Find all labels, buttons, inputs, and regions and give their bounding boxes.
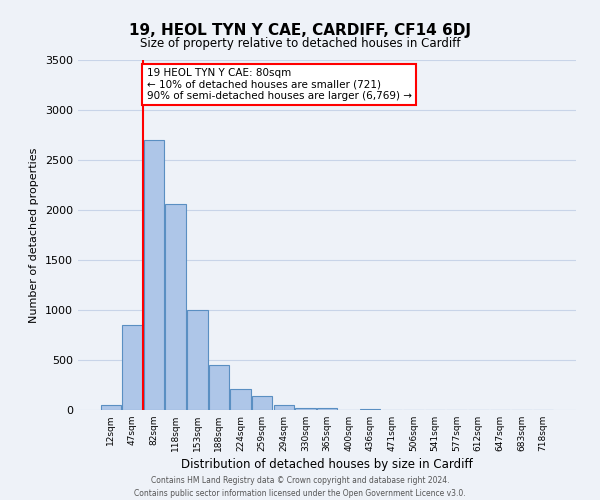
Bar <box>295 408 316 410</box>
Bar <box>274 404 294 410</box>
Bar <box>144 140 164 410</box>
Bar <box>230 388 251 410</box>
Bar <box>360 408 380 410</box>
Bar <box>209 364 229 410</box>
Bar <box>101 404 121 410</box>
Text: 19, HEOL TYN Y CAE, CARDIFF, CF14 6DJ: 19, HEOL TYN Y CAE, CARDIFF, CF14 6DJ <box>129 22 471 38</box>
Text: 19 HEOL TYN Y CAE: 80sqm
← 10% of detached houses are smaller (721)
90% of semi-: 19 HEOL TYN Y CAE: 80sqm ← 10% of detach… <box>146 68 412 101</box>
Bar <box>317 408 337 410</box>
X-axis label: Distribution of detached houses by size in Cardiff: Distribution of detached houses by size … <box>181 458 473 471</box>
Bar <box>252 396 272 410</box>
Text: Size of property relative to detached houses in Cardiff: Size of property relative to detached ho… <box>140 38 460 51</box>
Bar <box>122 325 143 410</box>
Bar <box>187 310 208 410</box>
Text: Contains HM Land Registry data © Crown copyright and database right 2024.
Contai: Contains HM Land Registry data © Crown c… <box>134 476 466 498</box>
Bar <box>166 204 186 410</box>
Y-axis label: Number of detached properties: Number of detached properties <box>29 148 40 322</box>
